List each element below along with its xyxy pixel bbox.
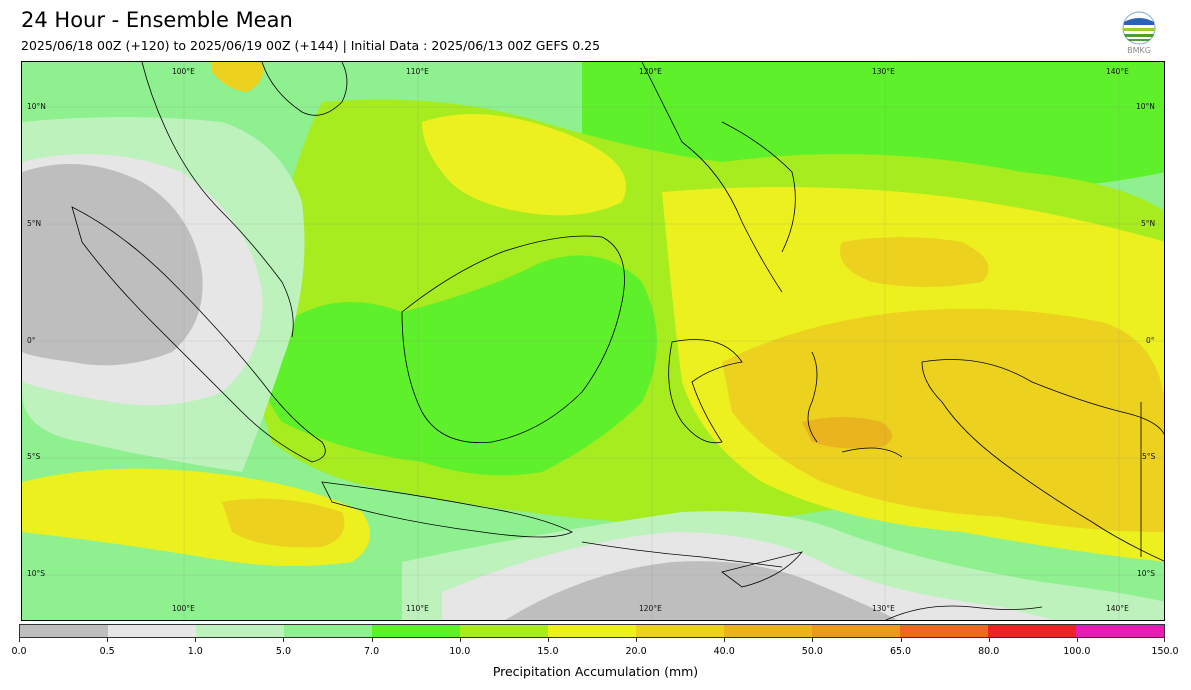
- field-nw-gold: [212, 62, 263, 92]
- colorbar-tick-mark: [107, 638, 109, 642]
- precipitation-map: [21, 61, 1165, 621]
- colorbar-tick-label: 20.0: [625, 646, 647, 657]
- lon-label-top: 110°E: [406, 67, 429, 76]
- colorbar-segment: [372, 625, 460, 637]
- lon-label-bottom: 140°E: [1106, 604, 1129, 613]
- colorbar-tick-mark: [988, 638, 990, 642]
- coast-maluku: [807, 351, 818, 443]
- colorbar-label: Precipitation Accumulation (mm): [492, 664, 699, 679]
- coastlines: [71, 62, 1164, 620]
- colorbar-tick-mark: [1164, 638, 1165, 642]
- lat-label-left: 0°: [27, 336, 36, 345]
- colorbar-segment: [196, 625, 284, 637]
- colorbar-tick-mark: [19, 638, 20, 642]
- colorbar-segment: [812, 625, 900, 637]
- coast-australia: [885, 605, 1043, 620]
- lon-label-bottom: 100°E: [172, 604, 195, 613]
- colorbar-tick-label: 80.0: [978, 646, 1000, 657]
- coast-philippines: [641, 62, 783, 293]
- colorbar-tick-label: 10.0: [449, 646, 471, 657]
- field-sw-gold: [222, 498, 345, 548]
- colorbar-segment: [900, 625, 988, 637]
- colorbar-tick-label: 1.0: [187, 646, 203, 657]
- colorbar-tick-mark: [724, 638, 726, 642]
- colorbar-tick-label: 50.0: [801, 646, 823, 657]
- colorbar-segment: [1076, 625, 1164, 637]
- colorbar-tick-mark: [459, 638, 461, 642]
- lon-label-top: 120°E: [639, 67, 662, 76]
- field-center-green: [259, 255, 657, 476]
- field-e-gold: [722, 308, 1164, 532]
- graticule: [22, 62, 1164, 620]
- colorbar-tick-mark: [547, 638, 549, 642]
- lat-label-left: 5°S: [27, 452, 41, 461]
- lon-label-bottom: 110°E: [406, 604, 429, 613]
- colorbar-tick-label: 150.0: [1151, 646, 1179, 657]
- colorbar-tick-mark: [636, 638, 638, 642]
- coast-borneo: [401, 235, 625, 443]
- lat-label-right: 5°S: [1142, 452, 1156, 461]
- colorbar-tick-label: 0.0: [11, 646, 27, 657]
- field-e-gold-2: [840, 237, 989, 287]
- coast-vietnam: [261, 62, 348, 116]
- colorbar-tick-mark: [195, 638, 197, 642]
- colorbar-segment: [988, 625, 1076, 637]
- field-e-orange: [802, 417, 892, 449]
- lat-label-right: 10°S: [1137, 569, 1156, 578]
- lat-label-left: 5°N: [27, 219, 42, 228]
- field-n-yellow: [422, 114, 626, 216]
- lon-label-top: 130°E: [872, 67, 895, 76]
- colorbar-tick-mark: [283, 638, 285, 642]
- colorbar-segment: [636, 625, 724, 637]
- lat-label-right: 5°N: [1141, 219, 1156, 228]
- coast-nusa-tenggara: [581, 541, 783, 568]
- lon-label-bottom: 120°E: [639, 604, 662, 613]
- lon-label-bottom: 130°E: [872, 604, 895, 613]
- coast-timor: [721, 551, 804, 588]
- colorbar-segment: [724, 625, 812, 637]
- colorbar-segment: [460, 625, 548, 637]
- colorbar-tick-label: 0.5: [99, 646, 115, 657]
- colorbar-tick-mark: [1076, 638, 1078, 642]
- lat-label-right: 10°N: [1136, 102, 1155, 111]
- lat-label-left: 10°S: [27, 569, 46, 578]
- colorbar-segment: [20, 625, 108, 637]
- colorbar-tick-label: 100.0: [1063, 646, 1091, 657]
- field-s-grey: [505, 561, 898, 620]
- svg-text:BMKG: BMKG: [1127, 46, 1151, 55]
- colorbar-segment: [108, 625, 196, 637]
- field-w-grey: [22, 164, 203, 366]
- colorbar-tick-label: 5.0: [275, 646, 292, 657]
- colorbar-tick-mark: [371, 638, 373, 642]
- coast-sumatra: [71, 206, 326, 463]
- colorbar-tick-mark: [900, 638, 902, 642]
- colorbar: [19, 624, 1165, 638]
- colorbar-segment: [284, 625, 372, 637]
- colorbar-tick-label: 65.0: [889, 646, 912, 657]
- bmkg-logo: BMKG: [1120, 10, 1158, 56]
- coast-seram: [841, 447, 903, 458]
- coast-sulawesi: [668, 339, 743, 444]
- chart-subtitle: 2025/06/18 00Z (+120) to 2025/06/19 00Z …: [21, 38, 601, 53]
- coast-malay-peninsula: [141, 62, 294, 338]
- colorbar-segment: [548, 625, 636, 637]
- lat-label-left: 10°N: [27, 102, 46, 111]
- coast-java: [321, 481, 573, 538]
- coast-philippines-2: [721, 121, 796, 253]
- lat-label-right: 0°: [1146, 336, 1155, 345]
- lon-label-top: 140°E: [1106, 67, 1129, 76]
- colorbar-tick-label: 7.0: [364, 646, 380, 657]
- lon-label-top: 100°E: [172, 67, 195, 76]
- coast-new-guinea: [921, 359, 1164, 562]
- colorbar-tick-mark: [812, 638, 814, 642]
- chart-title: 24 Hour - Ensemble Mean: [21, 8, 293, 32]
- colorbar-tick-label: 40.0: [713, 646, 735, 657]
- colorbar-tick-label: 15.0: [537, 646, 559, 657]
